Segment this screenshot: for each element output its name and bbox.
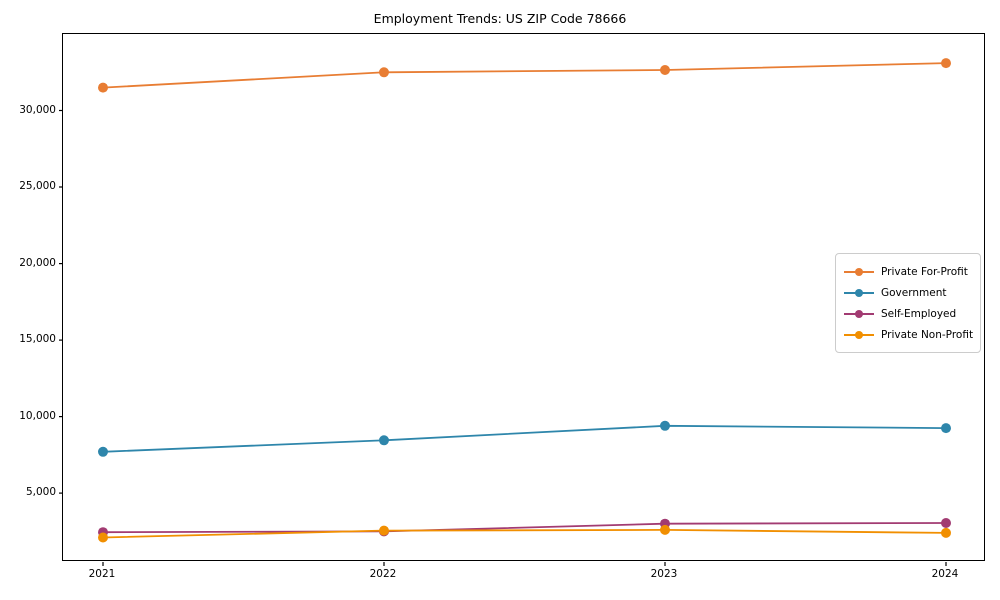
legend-label: Private For-Profit	[881, 265, 968, 278]
x-tick-label: 2022	[369, 568, 397, 580]
chart-title: Employment Trends: US ZIP Code 78666	[373, 11, 627, 26]
y-tick-label: 10,000	[19, 409, 56, 422]
legend-item-private-non-profit: Private Non-Profit	[844, 324, 974, 345]
legend-line-marker-icon	[844, 267, 874, 277]
legend-label: Government	[881, 286, 947, 299]
x-tick-label: 2023	[650, 568, 678, 580]
legend-item-government: Government	[844, 282, 971, 303]
legend-label: Private Non-Profit	[881, 328, 974, 341]
line-chart-canvas	[59, 58, 951, 566]
legend-item-private-for-profit: Private For-Profit	[844, 261, 971, 282]
legend-line-marker-icon	[844, 330, 874, 340]
y-tick-label: 30,000	[19, 103, 56, 116]
y-tick-label: 25,000	[19, 180, 56, 193]
legend-label: Self-Employed	[881, 307, 957, 320]
y-tick-label: 5,000	[25, 486, 56, 499]
chart-legend: Private For-Profit Government Self-Emplo…	[835, 253, 981, 353]
x-tick-label: 2021	[88, 568, 116, 580]
legend-item-self-employed: Self-Employed	[844, 303, 971, 324]
legend-line-marker-icon	[844, 288, 874, 298]
plot-area: Private For-Profit Government Self-Emplo…	[59, 33, 985, 566]
legend-line-marker-icon	[844, 309, 874, 319]
x-tick-label: 2024	[931, 568, 959, 580]
y-tick-label: 15,000	[19, 333, 56, 346]
y-tick-label: 20,000	[19, 256, 56, 269]
